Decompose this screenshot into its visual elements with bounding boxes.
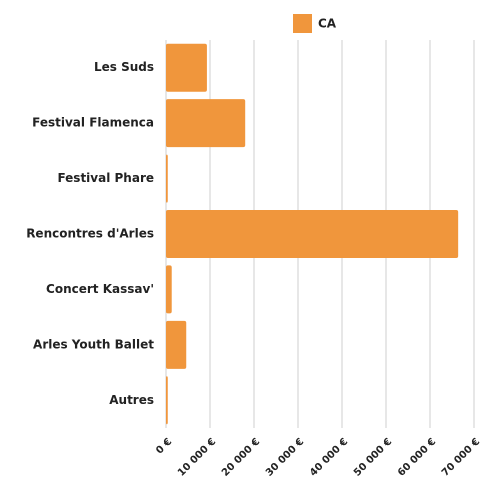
x-tick-label: 40 000 €	[308, 436, 350, 478]
x-tick-label: 70 000 €	[440, 436, 482, 478]
y-tick-label: Rencontres d'Arles	[26, 227, 154, 241]
y-tick-label: Concert Kassav'	[46, 282, 154, 296]
x-tick-label: 50 000 €	[352, 436, 394, 478]
bar	[166, 154, 168, 203]
y-tick-label: Autres	[109, 393, 154, 407]
x-tick-label: 20 000 €	[220, 436, 262, 478]
y-tick-label: Festival Phare	[57, 171, 154, 185]
y-tick-label: Les Suds	[94, 60, 154, 74]
bar	[166, 376, 168, 425]
x-tick-label: 30 000 €	[264, 436, 306, 478]
bar	[166, 320, 187, 369]
x-tick-label: 0 €	[154, 436, 174, 456]
bar	[166, 265, 172, 314]
bar	[166, 99, 246, 148]
y-tick-label: Festival Flamenca	[32, 116, 154, 130]
y-tick-label: Arles Youth Ballet	[33, 337, 154, 351]
bar	[166, 43, 207, 92]
x-tick-label: 60 000 €	[396, 436, 438, 478]
bar	[166, 210, 459, 258]
legend-swatch	[293, 14, 312, 33]
x-tick-label: 10 000 €	[176, 436, 218, 478]
legend-label: CA	[318, 17, 337, 31]
